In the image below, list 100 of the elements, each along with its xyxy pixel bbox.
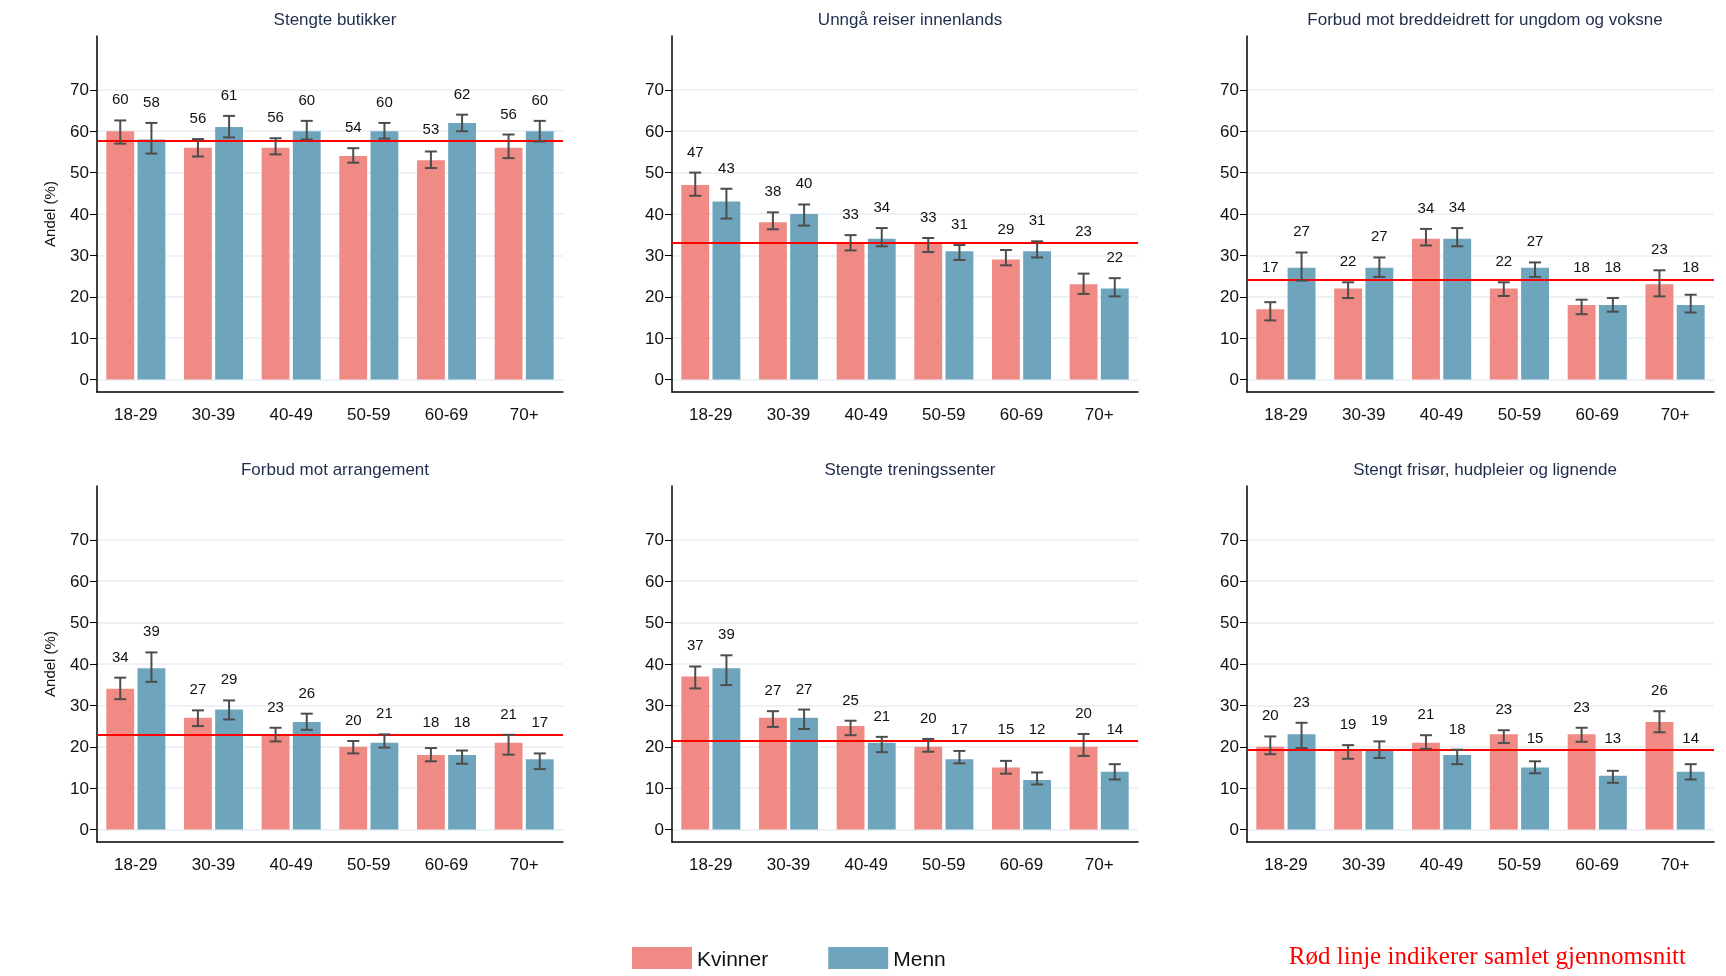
x-tick-label: 30-39 <box>766 405 811 424</box>
bar <box>215 709 244 830</box>
data-label: 18 <box>422 713 440 731</box>
data-label: 15 <box>997 719 1015 737</box>
y-tick-label: 0 <box>79 820 89 840</box>
x-tick-label: 40-49 <box>269 855 313 874</box>
x-tick-label: 50-59 <box>922 405 966 424</box>
y-tick-label: 20 <box>70 287 89 307</box>
y-tick-label: 20 <box>645 737 664 757</box>
data-label: 19 <box>1339 715 1357 733</box>
bar <box>836 242 865 380</box>
bar <box>1365 750 1394 830</box>
x-tick-label: 60-69 <box>1575 405 1619 424</box>
data-label: 26 <box>1651 681 1668 699</box>
x-tick-label: 50-59 <box>1497 405 1542 424</box>
bar <box>137 668 166 830</box>
bar <box>1521 767 1549 830</box>
data-label: 39 <box>718 625 735 643</box>
legend-label: Menn <box>893 946 946 970</box>
x-tick-label: 70+ <box>509 405 539 424</box>
x-tick-label: 40-49 <box>1419 405 1464 424</box>
bar <box>1412 742 1440 830</box>
y-tick-label: 10 <box>1220 778 1239 798</box>
bar <box>370 131 399 380</box>
bar <box>1334 750 1363 830</box>
data-label: 21 <box>376 704 393 722</box>
x-tick-label: 30-39 <box>191 405 236 424</box>
y-tick-label: 70 <box>645 80 664 100</box>
data-label: 56 <box>500 104 517 122</box>
data-label: 20 <box>919 708 937 726</box>
bar <box>712 201 741 380</box>
chart-title: Forbud mot arrangement <box>240 460 430 479</box>
bar <box>261 734 290 830</box>
bar <box>945 251 974 380</box>
data-label: 22 <box>1495 252 1513 270</box>
data-label: 23 <box>1495 700 1513 718</box>
bar <box>370 742 399 830</box>
y-tick-label: 20 <box>645 287 664 307</box>
x-tick-label: 18-29 <box>1264 405 1308 424</box>
bar <box>1287 267 1316 380</box>
bar <box>494 742 523 830</box>
data-label: 33 <box>919 208 937 226</box>
x-tick-label: 40-49 <box>844 405 888 424</box>
bar <box>261 147 290 380</box>
y-tick-label: 50 <box>645 613 664 633</box>
y-tick-label: 70 <box>645 530 664 550</box>
bar <box>1334 288 1363 380</box>
bar <box>1100 288 1129 380</box>
x-tick-label: 40-49 <box>1419 855 1464 874</box>
y-tick-label: 10 <box>1220 328 1239 348</box>
y-tick-label: 20 <box>70 737 89 757</box>
bar <box>1023 251 1052 380</box>
bar <box>1676 305 1705 380</box>
bar <box>215 127 244 380</box>
y-tick-label: 40 <box>70 204 89 224</box>
y-tick-label: 70 <box>1220 530 1239 550</box>
data-label: 47 <box>686 142 704 160</box>
data-label: 56 <box>267 108 284 126</box>
data-label: 43 <box>718 158 735 176</box>
bar <box>945 759 974 830</box>
bar <box>1443 755 1472 830</box>
bar <box>1598 775 1627 830</box>
data-label: 20 <box>344 711 362 728</box>
x-tick-label: 70+ <box>509 855 539 874</box>
data-label: 56 <box>189 109 207 127</box>
bar <box>1256 309 1285 380</box>
y-tick-label: 40 <box>70 654 89 674</box>
y-tick-label: 50 <box>1220 613 1239 633</box>
bar <box>914 746 943 830</box>
chart-title: Stengt frisør, hudpleier og lignende <box>1353 460 1617 479</box>
data-label: 22 <box>1339 252 1357 270</box>
data-label: 27 <box>764 681 782 699</box>
x-tick-label: 50-59 <box>347 405 391 424</box>
data-label: 60 <box>298 90 316 108</box>
y-tick-label: 40 <box>1220 204 1239 224</box>
y-tick-label: 10 <box>70 328 89 348</box>
bar <box>1069 284 1098 380</box>
bar <box>1069 746 1098 830</box>
data-label: 14 <box>1106 719 1124 737</box>
data-label: 23 <box>267 697 284 715</box>
bar <box>1598 305 1627 380</box>
bar <box>1489 734 1518 830</box>
data-label: 60 <box>376 92 393 110</box>
y-tick-label: 40 <box>1220 654 1239 674</box>
x-tick-label: 70+ <box>1084 405 1114 424</box>
data-label: 60 <box>531 90 549 108</box>
y-tick-label: 60 <box>645 571 664 591</box>
y-tick-label: 30 <box>645 245 664 265</box>
bar <box>292 131 321 380</box>
y-tick-label: 50 <box>70 163 89 183</box>
data-label: 23 <box>1651 240 1668 258</box>
data-label: 37 <box>686 636 704 654</box>
data-label: 53 <box>422 119 440 137</box>
data-label: 62 <box>453 84 471 102</box>
bar <box>867 238 896 380</box>
data-label: 27 <box>1371 227 1388 245</box>
x-tick-label: 60-69 <box>424 855 469 874</box>
bar <box>914 242 943 380</box>
y-tick-label: 60 <box>1220 571 1239 591</box>
y-axis-title: Andel (%) <box>41 631 58 697</box>
